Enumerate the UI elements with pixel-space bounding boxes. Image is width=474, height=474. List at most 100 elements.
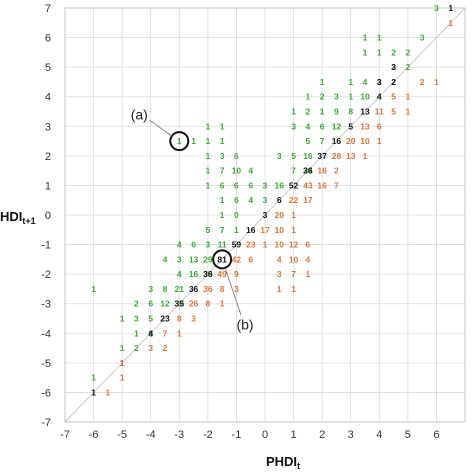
count-label-orange: 1 bbox=[405, 92, 410, 102]
count-label-orange: 1 bbox=[291, 225, 296, 235]
count-label-orange: 1 bbox=[263, 240, 268, 250]
count-label-orange: 6 bbox=[305, 240, 310, 250]
count-label-orange: 7 bbox=[163, 328, 168, 338]
x-tick-label: 4 bbox=[376, 429, 382, 441]
count-label-black: 5 bbox=[348, 121, 353, 131]
count-label-orange: 16 bbox=[317, 166, 327, 176]
count-label-orange: 2 bbox=[163, 343, 168, 353]
count-label-orange: 7 bbox=[291, 269, 296, 279]
count-label-black: 1 bbox=[91, 387, 96, 397]
count-label-orange: 13 bbox=[346, 151, 356, 161]
x-tick-label: 1 bbox=[291, 429, 297, 441]
count-label-green: 1 bbox=[348, 77, 353, 87]
x-tick-label: -2 bbox=[203, 429, 213, 441]
count-label-green: 3 bbox=[205, 240, 210, 250]
count-label-orange: 2 bbox=[420, 77, 425, 87]
grid-lines bbox=[64, 7, 466, 423]
y-tick-label: 6 bbox=[45, 33, 51, 45]
count-label-green: 2 bbox=[405, 47, 410, 57]
count-label-green: 1 bbox=[205, 151, 210, 161]
count-label-green: 6 bbox=[320, 121, 325, 131]
count-label-green: 7 bbox=[320, 136, 325, 146]
count-label-orange: 4 bbox=[305, 254, 310, 264]
count-label-green: 1 bbox=[291, 107, 296, 117]
count-labels: 331 11 1 2 22 21 1 4 21 2 3 1 101 2 1 9 83 4 6 121 1 1 11 15 71 3… bbox=[91, 3, 453, 397]
count-label-orange: 1 bbox=[291, 210, 296, 220]
count-label-green: 1 bbox=[220, 121, 225, 131]
count-label-orange: 22 bbox=[289, 195, 299, 205]
count-label-black: 6 bbox=[277, 195, 282, 205]
count-label-green: 3 bbox=[420, 33, 425, 43]
y-tick-label: -6 bbox=[41, 387, 51, 399]
count-label-orange: 4 bbox=[277, 254, 282, 264]
count-label-green: 2 bbox=[134, 299, 139, 309]
count-label-green: 16 bbox=[275, 180, 285, 190]
count-label-black: 37 bbox=[317, 151, 327, 161]
y-tick-label: -4 bbox=[41, 328, 51, 340]
x-axis-label: PHDIt bbox=[266, 454, 300, 471]
count-label-orange: 1 bbox=[291, 284, 296, 294]
count-label-orange: 1 bbox=[220, 299, 225, 309]
count-label-black: 36 bbox=[303, 166, 313, 176]
count-label-black: 16 bbox=[332, 136, 342, 146]
x-tick-label: -3 bbox=[174, 429, 184, 441]
count-label-black: 4 bbox=[377, 92, 382, 102]
count-label-green: 3 bbox=[148, 284, 153, 294]
count-label-green: 7 bbox=[291, 166, 296, 176]
count-label-green: 1 bbox=[134, 328, 139, 338]
count-label-green: 1 bbox=[320, 77, 325, 87]
annotation-circle bbox=[212, 249, 233, 270]
count-label-green: 1 bbox=[363, 33, 368, 43]
count-label-green: 4 bbox=[248, 166, 253, 176]
count-label-orange: 1 bbox=[105, 387, 110, 397]
count-label-green: 12 bbox=[332, 121, 342, 131]
count-label-green: 1 bbox=[205, 121, 210, 131]
x-tick-labels: -7 -6 -5 -4 -3 -2 -1 0 1 2 3 4 5 6 bbox=[60, 429, 439, 441]
y-tick-label: -5 bbox=[41, 358, 51, 370]
count-label-green: 2 bbox=[134, 343, 139, 353]
y-axis-label: HDIt+1 bbox=[0, 209, 36, 226]
count-label-green: 4 bbox=[248, 195, 253, 205]
count-label-orange: 17 bbox=[260, 225, 270, 235]
count-label-orange: 10 bbox=[275, 225, 285, 235]
x-tick-label: 0 bbox=[262, 429, 268, 441]
count-label-green: 6 bbox=[248, 180, 253, 190]
count-label-orange: 17 bbox=[303, 195, 313, 205]
count-label-green: 39 bbox=[203, 269, 213, 279]
count-label-green: 6 bbox=[234, 195, 239, 205]
count-label-orange: 1 bbox=[434, 77, 439, 87]
count-label-green: 24 bbox=[303, 166, 313, 176]
count-label-green: 3 bbox=[134, 314, 139, 324]
count-label-orange: 20 bbox=[275, 210, 285, 220]
count-label-green: 7 bbox=[220, 225, 225, 235]
count-label-green: 1 bbox=[220, 195, 225, 205]
count-label-orange: 2 bbox=[334, 166, 339, 176]
count-label-orange: 8 bbox=[177, 314, 182, 324]
count-label-green: 3 bbox=[334, 92, 339, 102]
count-label-green: 16 bbox=[189, 269, 199, 279]
count-label-green: 4 bbox=[305, 121, 310, 131]
count-label-black: 35 bbox=[175, 299, 185, 309]
count-label-orange: 10 bbox=[360, 136, 370, 146]
count-label-green: 2 bbox=[320, 92, 325, 102]
count-label-black: 2 bbox=[391, 77, 396, 87]
count-label-orange: 3 bbox=[277, 269, 282, 279]
count-label-green: 16 bbox=[303, 151, 313, 161]
count-label-green: 4 bbox=[163, 254, 168, 264]
count-label-black: 59 bbox=[232, 240, 242, 250]
count-label-green: 11 bbox=[218, 240, 227, 250]
count-label-orange: 1 bbox=[305, 269, 310, 279]
count-label-green: 1 bbox=[205, 180, 210, 190]
count-label-black: 3 bbox=[263, 210, 268, 220]
plot-border bbox=[64, 7, 466, 423]
count-label-green: 2 bbox=[391, 62, 396, 72]
count-label-green: 7 bbox=[220, 166, 225, 176]
annotation-circle bbox=[169, 131, 190, 152]
count-label-green: 4 bbox=[177, 269, 182, 279]
annotations: (a) (b) bbox=[131, 106, 254, 332]
y-tick-labels: 7 6 5 4 3 2 1 0 -1 -2 -3 -4 -5 -6 -7 bbox=[41, 3, 51, 429]
count-label-green: 1 bbox=[220, 136, 225, 146]
count-label-green: 1 bbox=[220, 210, 225, 220]
x-axis-label-sub: t bbox=[297, 461, 300, 471]
